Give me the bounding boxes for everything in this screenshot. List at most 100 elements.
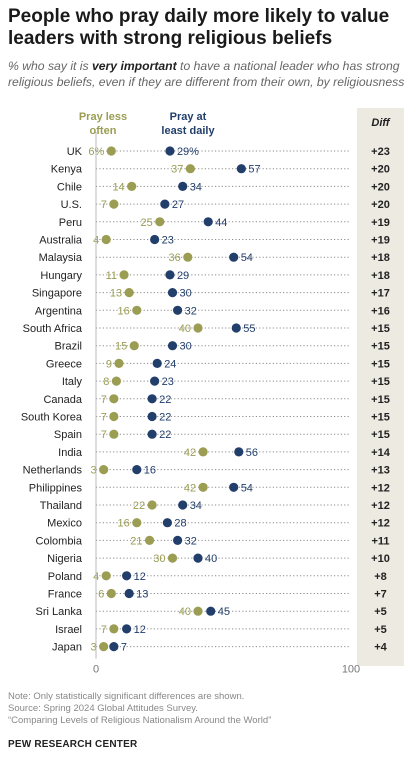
dot-pray-at-least-daily <box>150 234 160 245</box>
diff-value: +14 <box>371 447 391 459</box>
country-label: Brazil <box>54 341 82 353</box>
dot-pray-at-least-daily <box>152 358 162 368</box>
country-label: Mexico <box>47 518 82 530</box>
dot-pray-at-least-daily <box>150 376 160 386</box>
dot-pray-less-often <box>109 429 119 439</box>
dot-pray-less-often <box>101 571 111 581</box>
footnote-report: “Comparing Levels of Religious Nationali… <box>8 715 272 726</box>
label-pray-less-often: 21 <box>130 535 142 547</box>
label-pray-at-least-daily: 22 <box>159 429 171 441</box>
dot-pray-less-often <box>114 358 124 368</box>
label-pray-at-least-daily: 55 <box>243 323 255 335</box>
label-pray-at-least-daily: 34 <box>190 500 202 512</box>
country-label: Japan <box>52 642 82 654</box>
dot-pray-at-least-daily <box>165 146 175 156</box>
dot-pray-less-often <box>106 146 116 156</box>
dot-pray-less-often <box>193 606 203 616</box>
diff-value: +4 <box>374 642 387 654</box>
dot-pray-less-often <box>129 341 139 351</box>
dot-pray-less-often <box>193 323 203 333</box>
label-pray-less-often: 30 <box>153 553 165 565</box>
label-pray-at-least-daily: 30 <box>180 288 192 300</box>
country-label: Israel <box>55 624 82 636</box>
diff-value: +17 <box>371 288 390 300</box>
country-label: Singapore <box>32 288 82 300</box>
country-label: Hungary <box>40 270 82 282</box>
label-pray-at-least-daily: 7 <box>121 642 127 654</box>
diff-value: +15 <box>371 323 390 335</box>
label-pray-at-least-daily: 44 <box>215 217 227 229</box>
label-pray-at-least-daily: 34 <box>190 181 202 193</box>
dot-pray-less-often <box>111 376 121 386</box>
diff-value: +5 <box>374 606 387 618</box>
label-pray-less-often: 22 <box>133 500 145 512</box>
pew-research-center-logo-text: PEW RESEARCH CENTER <box>8 739 138 750</box>
country-label: Kenya <box>51 164 83 176</box>
label-pray-less-often: 3 <box>91 642 97 654</box>
diff-value: +15 <box>371 412 390 424</box>
dot-pray-at-least-daily <box>147 411 157 422</box>
label-pray-less-often: 8 <box>103 376 109 388</box>
country-label: Argentina <box>35 305 83 317</box>
dot-pray-less-often <box>99 642 109 652</box>
label-pray-at-least-daily: 56 <box>246 447 258 459</box>
chart-title: People who pray daily more likely to val… <box>8 6 390 49</box>
diff-value: +19 <box>371 217 390 229</box>
label-pray-less-often: 40 <box>179 606 191 618</box>
label-pray-at-least-daily: 23 <box>162 235 174 247</box>
label-pray-at-least-daily: 32 <box>185 535 197 547</box>
dot-pray-at-least-daily <box>122 624 132 634</box>
label-pray-at-least-daily: 22 <box>159 412 171 424</box>
label-pray-at-least-daily: 16 <box>144 465 156 477</box>
dot-pray-at-least-daily <box>132 465 142 475</box>
label-pray-less-often: 42 <box>184 447 196 459</box>
dot-pray-less-often <box>167 553 178 563</box>
diff-value: +10 <box>371 553 390 565</box>
x-axis-tick-label: 100 <box>342 664 360 676</box>
label-pray-less-often: 6 <box>98 589 104 601</box>
label-pray-less-often: 7 <box>101 412 107 424</box>
label-pray-at-least-daily: 29 <box>177 270 189 282</box>
diff-value: +18 <box>371 252 390 264</box>
dot-pray-less-often <box>109 411 119 422</box>
label-pray-less-often: 25 <box>141 217 153 229</box>
diff-value: +20 <box>371 199 390 211</box>
label-pray-at-least-daily: 13 <box>136 589 148 601</box>
label-pray-at-least-daily: 29% <box>177 146 199 158</box>
subtitle-text-after: to have a national leader who has strong… <box>8 59 405 89</box>
label-pray-less-often: 14 <box>112 181 124 193</box>
diff-column-background <box>357 108 404 666</box>
country-label: Canada <box>43 394 82 406</box>
diff-value: +19 <box>371 235 390 247</box>
diff-value: +15 <box>371 429 390 441</box>
label-pray-at-least-daily: 57 <box>248 164 260 176</box>
label-pray-at-least-daily: 32 <box>185 305 197 317</box>
dot-pray-less-often <box>119 270 129 280</box>
country-label: Peru <box>59 217 82 229</box>
label-pray-less-often: 15 <box>115 341 127 353</box>
dot-pray-at-least-daily <box>124 588 134 599</box>
label-pray-at-least-daily: 12 <box>134 624 146 636</box>
subtitle-emphasis: very important <box>92 59 177 73</box>
diff-value: +7 <box>374 589 387 601</box>
country-label: Sri Lanka <box>36 606 83 618</box>
country-label: Nigeria <box>47 553 83 565</box>
dot-pray-at-least-daily <box>109 642 119 652</box>
dot-pray-at-least-daily <box>231 323 241 333</box>
dot-pray-less-often <box>106 588 116 599</box>
dot-pray-at-least-daily <box>178 181 188 191</box>
label-pray-at-least-daily: 54 <box>241 252 253 264</box>
dot-pray-less-often <box>147 500 157 510</box>
diff-value: +20 <box>371 164 390 176</box>
footnote-source: Source: Spring 2024 Global Attitudes Sur… <box>8 703 198 714</box>
country-label: Italy <box>62 376 83 388</box>
dot-pray-at-least-daily <box>162 518 172 528</box>
dot-pray-less-often <box>198 447 208 457</box>
label-pray-at-least-daily: 45 <box>218 606 230 618</box>
label-pray-less-often: 7 <box>101 624 107 636</box>
country-label: Australia <box>39 235 83 247</box>
dot-pray-at-least-daily <box>147 394 157 404</box>
dot-pray-less-often <box>101 234 111 245</box>
dot-pray-at-least-daily <box>160 199 170 209</box>
dot-pray-less-often <box>144 535 155 545</box>
